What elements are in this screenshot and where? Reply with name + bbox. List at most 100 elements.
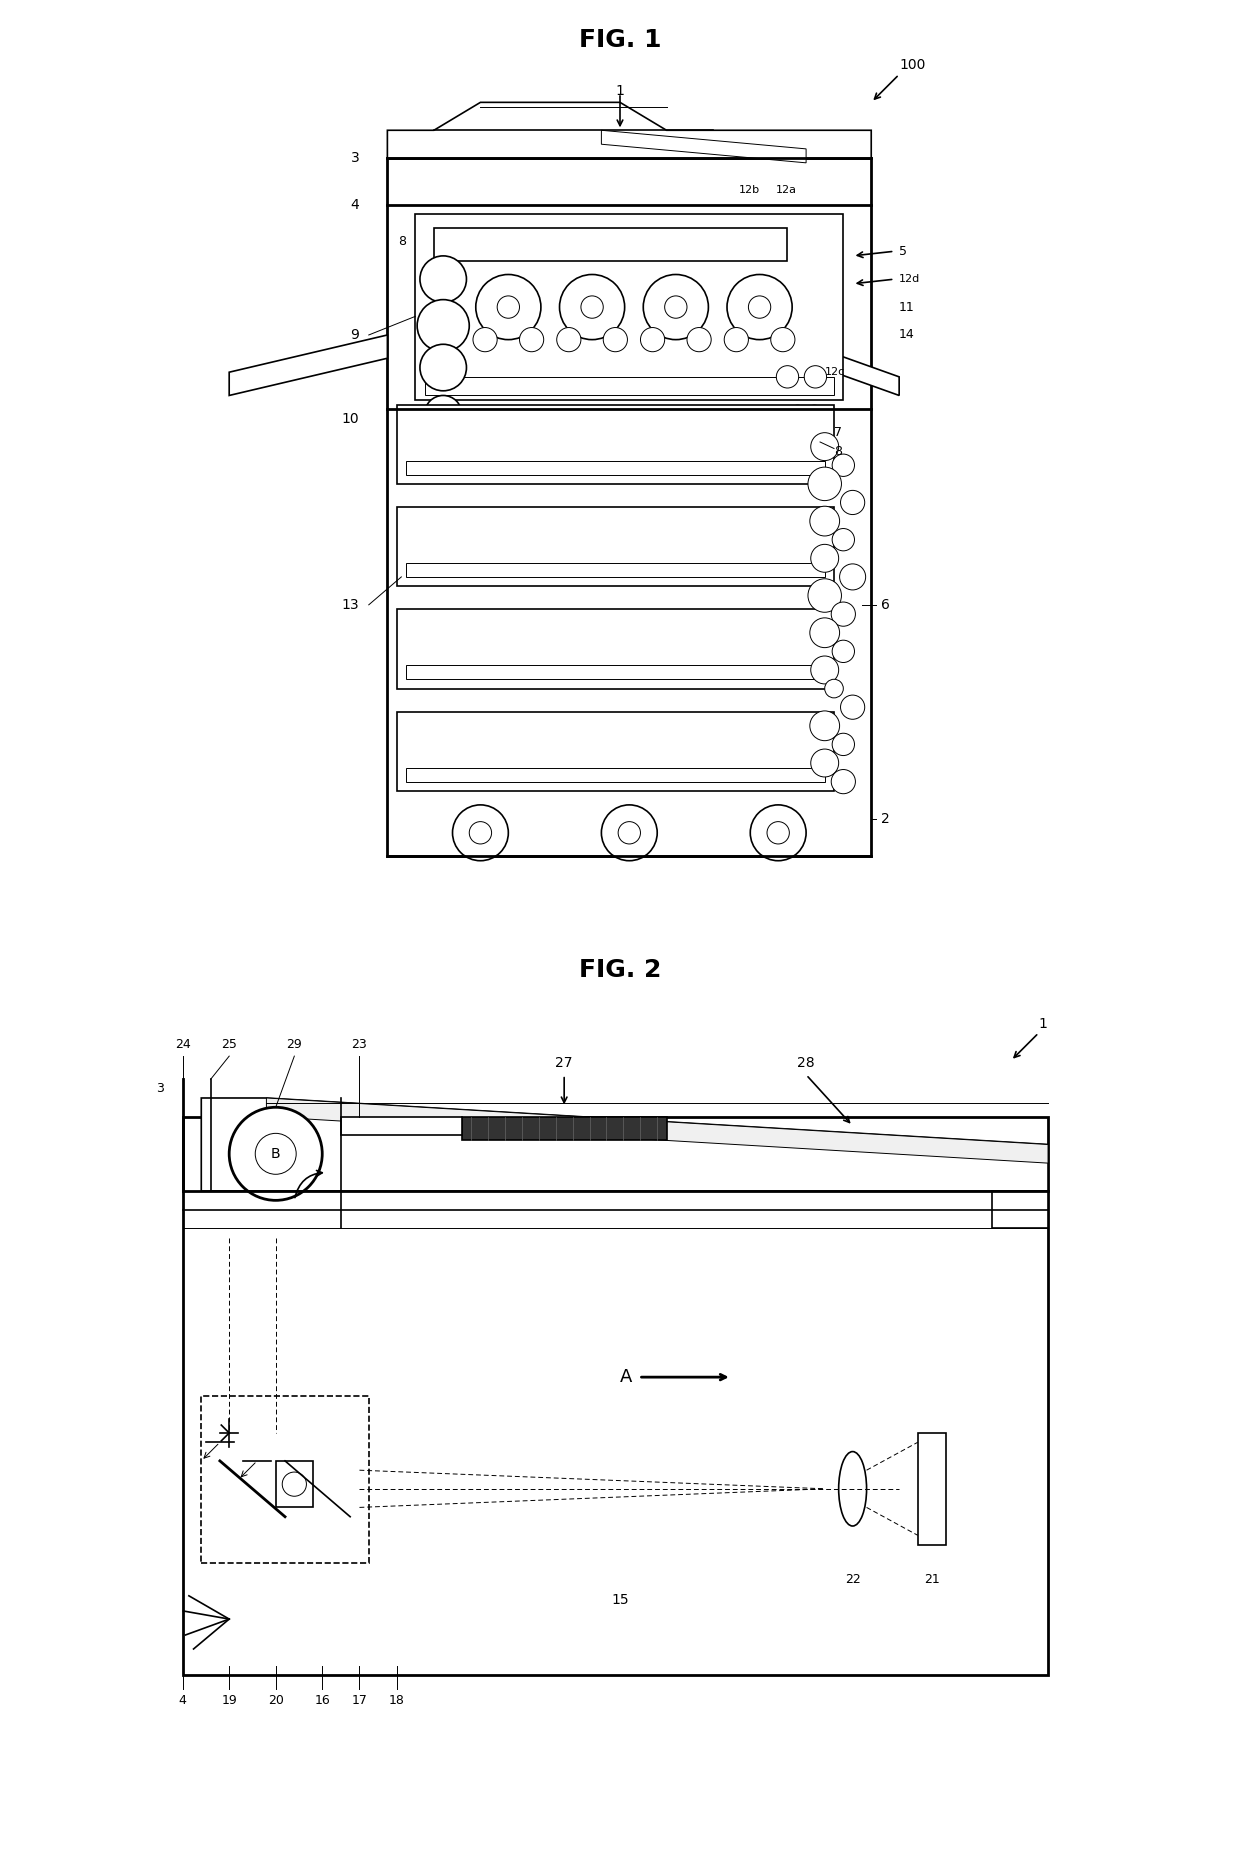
- Circle shape: [520, 328, 543, 352]
- Bar: [275, 1461, 312, 1507]
- Polygon shape: [201, 1098, 1048, 1191]
- Text: 1: 1: [1039, 1016, 1048, 1031]
- Text: 3: 3: [156, 1083, 164, 1094]
- Bar: [992, 1191, 1048, 1228]
- Text: 23: 23: [352, 1038, 367, 1051]
- Text: 5: 5: [899, 246, 908, 257]
- Polygon shape: [835, 354, 899, 396]
- Bar: [397, 406, 835, 484]
- Polygon shape: [387, 102, 872, 158]
- Circle shape: [420, 255, 466, 301]
- Text: 4: 4: [179, 1694, 186, 1707]
- Circle shape: [831, 601, 856, 625]
- Text: 25: 25: [221, 1038, 237, 1051]
- Circle shape: [831, 769, 856, 793]
- Ellipse shape: [838, 1452, 867, 1526]
- Circle shape: [768, 821, 790, 843]
- Text: 22: 22: [844, 1573, 861, 1586]
- Text: 10: 10: [342, 411, 360, 426]
- Circle shape: [808, 467, 842, 501]
- Circle shape: [420, 344, 466, 391]
- Text: 12c: 12c: [825, 367, 844, 378]
- Circle shape: [618, 821, 641, 843]
- Circle shape: [665, 296, 687, 318]
- Text: 7: 7: [835, 426, 842, 439]
- Circle shape: [453, 804, 508, 860]
- Circle shape: [832, 529, 854, 551]
- Text: A: A: [620, 1368, 632, 1386]
- Text: 28: 28: [797, 1055, 815, 1070]
- Bar: [405, 767, 825, 782]
- Circle shape: [810, 506, 839, 536]
- Circle shape: [781, 421, 797, 435]
- Text: 12d: 12d: [899, 274, 920, 285]
- Text: 11: 11: [899, 301, 915, 313]
- Circle shape: [472, 328, 497, 352]
- Text: 24: 24: [175, 1038, 191, 1051]
- Circle shape: [811, 748, 838, 778]
- Circle shape: [750, 804, 806, 860]
- Circle shape: [644, 274, 708, 339]
- Text: 6: 6: [880, 597, 889, 612]
- Bar: [918, 1433, 946, 1545]
- Bar: [182, 1117, 1048, 1675]
- Bar: [434, 227, 787, 261]
- Polygon shape: [601, 130, 806, 164]
- Bar: [415, 214, 843, 400]
- Text: 15: 15: [611, 1593, 629, 1608]
- Text: FIG. 2: FIG. 2: [579, 958, 661, 983]
- Polygon shape: [267, 1098, 1048, 1163]
- Text: 12b: 12b: [739, 186, 760, 195]
- Circle shape: [255, 1133, 296, 1174]
- Text: 29: 29: [286, 1038, 303, 1051]
- Text: 8: 8: [835, 445, 842, 458]
- Bar: [341, 1117, 461, 1135]
- Circle shape: [832, 640, 854, 663]
- Circle shape: [811, 432, 838, 460]
- Text: 3: 3: [351, 151, 360, 166]
- Circle shape: [810, 711, 839, 741]
- Circle shape: [603, 328, 627, 352]
- Circle shape: [283, 1472, 306, 1496]
- Bar: [405, 666, 825, 679]
- Circle shape: [776, 365, 799, 387]
- Circle shape: [811, 543, 838, 571]
- Bar: [405, 562, 825, 577]
- Circle shape: [476, 274, 541, 339]
- Circle shape: [771, 328, 795, 352]
- Circle shape: [806, 434, 823, 450]
- Circle shape: [687, 328, 712, 352]
- Circle shape: [815, 421, 831, 435]
- Circle shape: [810, 618, 839, 648]
- Circle shape: [559, 274, 625, 339]
- Bar: [397, 711, 835, 791]
- Circle shape: [641, 328, 665, 352]
- Polygon shape: [229, 335, 387, 396]
- Circle shape: [839, 564, 866, 590]
- Text: B: B: [270, 1146, 280, 1161]
- Circle shape: [832, 733, 854, 756]
- Circle shape: [841, 694, 864, 720]
- Circle shape: [832, 454, 854, 476]
- Text: 19: 19: [221, 1694, 237, 1707]
- Text: 4: 4: [351, 197, 360, 212]
- Circle shape: [469, 821, 491, 843]
- Bar: [424, 376, 835, 396]
- Text: 17: 17: [351, 1694, 367, 1707]
- Text: 1: 1: [615, 84, 625, 99]
- Circle shape: [790, 434, 806, 450]
- Bar: [397, 508, 835, 586]
- Circle shape: [749, 296, 771, 318]
- Circle shape: [229, 1107, 322, 1200]
- Bar: [201, 1396, 368, 1563]
- Circle shape: [841, 489, 864, 514]
- Text: 14: 14: [899, 329, 915, 341]
- Text: 100: 100: [899, 58, 925, 73]
- Text: 8: 8: [398, 236, 405, 248]
- Bar: [397, 609, 835, 689]
- Bar: [405, 460, 825, 475]
- Circle shape: [825, 679, 843, 698]
- Text: 9: 9: [351, 328, 360, 342]
- Text: 12a: 12a: [776, 186, 797, 195]
- Circle shape: [805, 365, 827, 387]
